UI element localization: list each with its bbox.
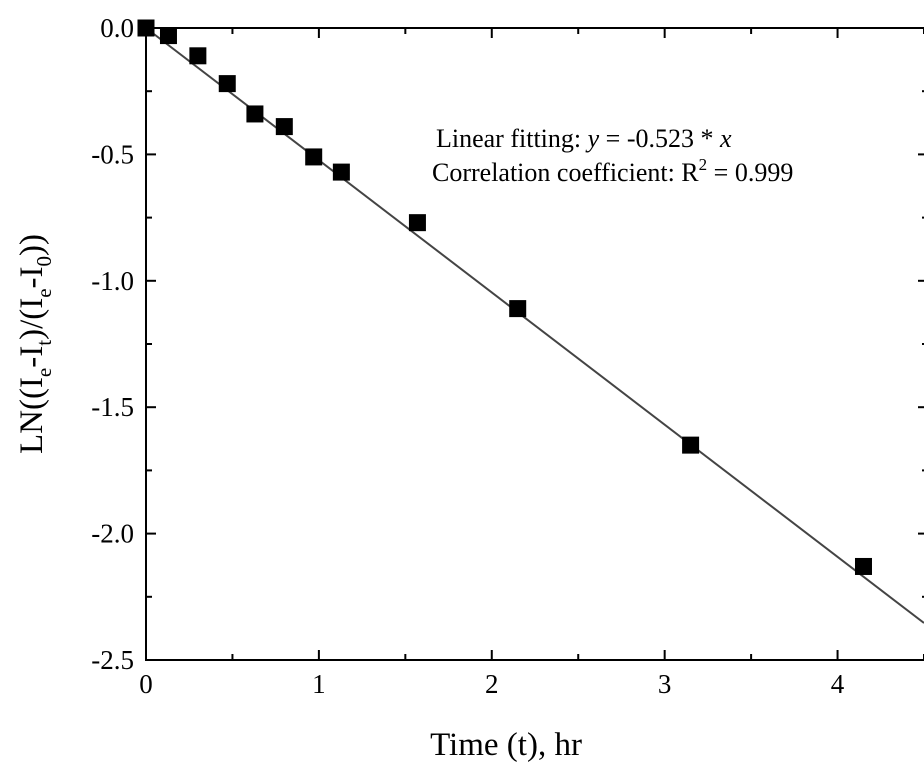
fit-line	[145, 27, 924, 624]
data-point	[332, 163, 350, 181]
y-tick-label: -0.5	[91, 139, 134, 169]
x-axis-title: Time (t), hr	[430, 727, 582, 763]
x-tick-label: 1	[312, 669, 326, 699]
y-tick-label: -1.0	[91, 266, 134, 296]
data-point	[246, 105, 264, 123]
y-tick-label: 0.0	[100, 13, 134, 43]
y-tick-label: -2.5	[91, 645, 134, 675]
x-tick-label: 0	[139, 669, 153, 699]
data-point	[189, 47, 207, 65]
correlation-annotation: Correlation coefficient: R2 = 0.999	[432, 155, 793, 187]
data-point	[275, 118, 293, 136]
data-point	[682, 436, 700, 454]
data-point	[408, 214, 426, 232]
y-axis-title: LN((Ie-It)/(Ie-I0))	[14, 234, 56, 454]
x-tick-label: 2	[485, 669, 499, 699]
y-tick-label: -2.0	[91, 519, 134, 549]
x-tick-label: 4	[831, 669, 845, 699]
data-point	[218, 75, 236, 93]
data-point	[854, 557, 872, 575]
x-tick-label: 3	[658, 669, 672, 699]
data-point	[509, 300, 527, 318]
data-point	[159, 27, 177, 45]
plot-frame	[145, 27, 924, 661]
fit-equation-annotation: Linear fitting: y = -0.523 * x	[436, 124, 732, 153]
data-point	[305, 148, 323, 166]
y-tick-label: -1.5	[91, 392, 134, 422]
